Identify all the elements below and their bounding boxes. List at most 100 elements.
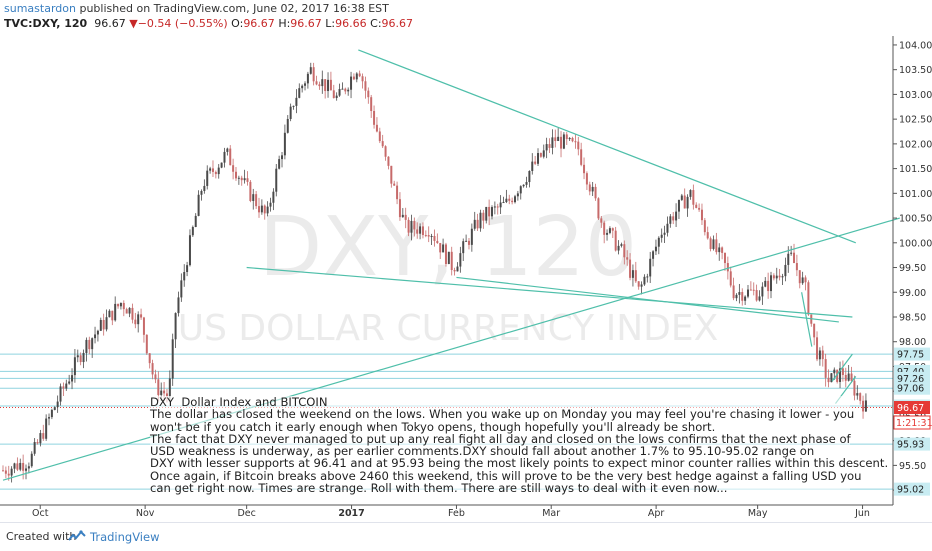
- candle-body: [833, 369, 836, 374]
- candle-body: [229, 148, 232, 166]
- down-arrow-icon: ▼: [129, 17, 138, 30]
- candle-body: [410, 220, 413, 233]
- candle-body: [807, 282, 810, 315]
- candle-body: [588, 184, 591, 192]
- candle-body: [387, 156, 390, 166]
- time-tick-label: May: [748, 508, 768, 519]
- candle-body: [444, 244, 447, 264]
- candle-body: [203, 185, 206, 191]
- time-tick-label: Jun: [854, 508, 870, 519]
- countdown-box: [893, 415, 931, 430]
- candle-body: [122, 302, 125, 310]
- candle-body: [629, 259, 632, 278]
- time-tick-label: Oct: [32, 508, 49, 519]
- candle-body: [554, 137, 557, 141]
- candle-body: [197, 194, 200, 216]
- candle-body: [148, 353, 151, 364]
- candle-body: [542, 150, 545, 157]
- candle-body: [390, 165, 393, 184]
- candle-body: [105, 317, 108, 330]
- candle-body: [191, 226, 194, 236]
- candle-body: [59, 386, 62, 402]
- candle-body: [246, 178, 249, 182]
- candle-body: [404, 214, 407, 220]
- candle-body: [68, 381, 71, 384]
- candle-body: [749, 289, 752, 291]
- candle-body: [804, 277, 807, 283]
- candle-body: [272, 191, 275, 203]
- candle-body: [485, 206, 488, 221]
- level-price-label: 95.02: [897, 485, 924, 496]
- candle-body: [76, 355, 79, 358]
- candle-body: [442, 244, 445, 253]
- time-tick-label: Nov: [136, 508, 155, 519]
- candle-body: [666, 223, 669, 233]
- candle-body: [519, 186, 522, 194]
- candle-body: [381, 141, 384, 147]
- candle-body: [301, 85, 304, 89]
- candle-body: [430, 235, 433, 237]
- candle-body: [260, 205, 263, 213]
- candle-body: [30, 453, 33, 467]
- candle-body: [683, 195, 686, 209]
- candle-body: [562, 134, 565, 149]
- candle-body: [456, 266, 459, 272]
- tradingview-logo-icon[interactable]: [68, 529, 86, 548]
- candle-body: [787, 253, 790, 265]
- candle-body: [525, 182, 528, 185]
- candle-body: [71, 375, 74, 382]
- candle-body: [545, 144, 548, 151]
- level-price-label-box: [894, 482, 930, 496]
- author-link[interactable]: sumastardon: [4, 2, 76, 15]
- level-price-label-box: [894, 437, 930, 451]
- candle-body: [534, 161, 537, 164]
- level-price-label: 97.75: [897, 350, 924, 361]
- candle-body: [692, 190, 695, 205]
- candle-body: [413, 220, 416, 230]
- note-line: USD weakness is underway, as per earlier…: [150, 444, 815, 459]
- candle-body: [643, 276, 646, 285]
- candle-body: [816, 337, 819, 360]
- time-tick-label: Feb: [448, 508, 465, 519]
- candle-body: [560, 136, 563, 149]
- candle-body: [295, 97, 298, 106]
- candle-body: [16, 463, 19, 470]
- candle-body: [344, 88, 347, 92]
- candle-body: [102, 319, 105, 330]
- candle-body: [617, 245, 620, 251]
- candle-body: [499, 202, 502, 208]
- candle-body: [764, 280, 767, 287]
- price-tick-label: 102.00: [899, 139, 932, 150]
- candle-body: [177, 297, 180, 314]
- candle-body: [859, 393, 862, 401]
- candle-body: [312, 67, 315, 82]
- candle-body: [142, 317, 145, 335]
- candle-body: [654, 246, 657, 252]
- candle-body: [677, 199, 680, 212]
- candle-body: [853, 380, 856, 396]
- candle-body: [85, 339, 88, 353]
- candle-body: [698, 207, 701, 210]
- candle-body: [447, 251, 450, 264]
- tradingview-brand[interactable]: TradingView: [90, 530, 160, 544]
- candle-body: [680, 195, 683, 200]
- candle-body: [844, 374, 847, 381]
- change-value: −0.54 (−0.55%): [137, 17, 228, 30]
- candle-body: [735, 294, 738, 299]
- candle-body: [571, 137, 574, 142]
- trendline: [246, 266, 853, 318]
- candle-body: [278, 159, 281, 169]
- candle-body: [663, 232, 666, 235]
- candle-body: [424, 235, 427, 237]
- candle-body: [436, 240, 439, 244]
- price-tick-label: 102.50: [899, 115, 932, 126]
- candle-body: [626, 257, 629, 260]
- symbol-label[interactable]: TVC:DXY, 120: [4, 17, 88, 30]
- candle-body: [824, 359, 827, 378]
- candle-body: [795, 263, 798, 271]
- candle-body: [234, 171, 237, 179]
- watermark-name: US DOLLAR CURRENCY INDEX: [178, 308, 719, 349]
- candle-body: [594, 186, 597, 199]
- candle-body: [585, 173, 588, 185]
